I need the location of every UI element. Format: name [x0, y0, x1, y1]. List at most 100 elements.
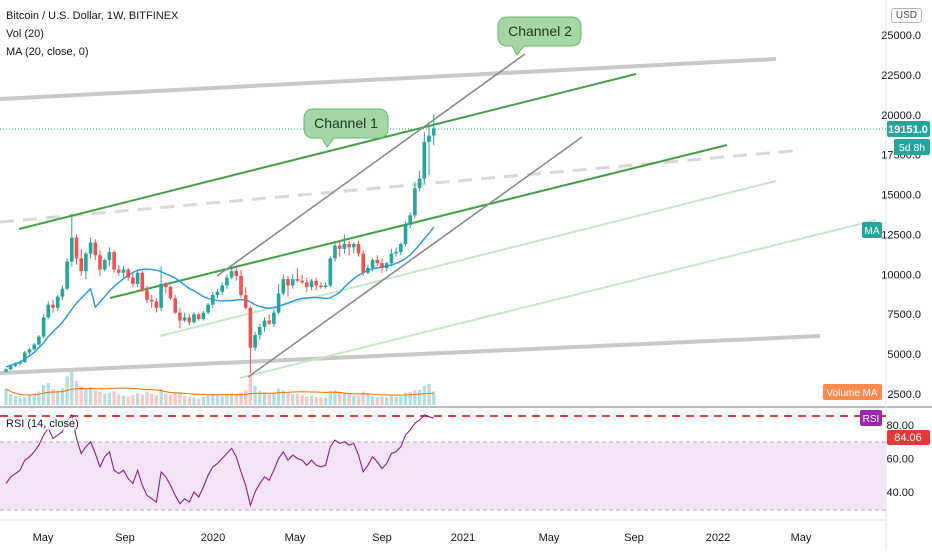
volume-bar: [103, 393, 107, 405]
volume-bar: [150, 393, 154, 405]
candle-body: [4, 369, 8, 372]
candle-body: [342, 244, 347, 249]
candle-body: [229, 271, 234, 278]
volume-bar: [408, 392, 412, 405]
rsi-name-badge: RSI: [860, 410, 882, 426]
vol-legend[interactable]: Vol (20): [6, 28, 44, 40]
candle-body: [276, 293, 281, 313]
currency-button[interactable]: USD: [890, 8, 922, 23]
candle-body: [13, 363, 18, 367]
volume-bar: [403, 392, 408, 405]
candle: [168, 285, 173, 300]
volume-bar: [18, 398, 22, 405]
volume-bar: [319, 397, 323, 405]
price-badge-value: 19151.0: [888, 124, 928, 136]
candle-body: [84, 253, 88, 272]
candle-body: [70, 237, 74, 262]
candle: [88, 237, 93, 259]
candle: [220, 282, 224, 296]
volume-bar: [324, 397, 328, 405]
candle: [102, 258, 107, 272]
price-tick-label: 12500.0: [881, 229, 921, 241]
candle-body: [370, 259, 375, 268]
candle: [300, 274, 304, 284]
rsi-tick-label: 40.00: [886, 487, 914, 499]
candle: [347, 240, 351, 256]
volume-bar: [60, 388, 64, 405]
candle-body: [112, 251, 116, 270]
rsi-name-badge-label: RSI: [863, 414, 880, 425]
volume-bar: [173, 393, 177, 405]
volume-bar: [281, 390, 285, 405]
candle: [159, 266, 163, 312]
volume-bar: [107, 392, 111, 405]
candle: [337, 240, 342, 257]
volume-bar: [272, 392, 276, 405]
candle: [187, 314, 192, 326]
time-tick-label: May: [285, 532, 306, 544]
candle-body: [286, 279, 290, 286]
candle: [408, 212, 412, 229]
candle-body: [305, 282, 309, 288]
volume-bar: [164, 393, 168, 405]
candle-body: [239, 275, 243, 296]
candle: [84, 251, 88, 280]
candle-body: [131, 277, 135, 284]
price-tick-label: 7500.0: [887, 309, 921, 321]
volume-bar: [342, 392, 346, 405]
candle: [93, 239, 98, 260]
volume-bar: [206, 395, 210, 405]
countdown-badge-value: 5d 8h: [899, 142, 925, 154]
candle: [380, 258, 384, 273]
time-tick-label: Sep: [115, 532, 135, 544]
candle: [399, 242, 403, 256]
chart-title: Bitcoin / U.S. Dollar, 1W, BITFINEX: [6, 10, 179, 22]
candle: [342, 234, 347, 254]
candle: [149, 295, 154, 308]
price-tick-label: 20000.0: [881, 110, 921, 122]
volume-bar: [244, 390, 248, 405]
rsi-pane: [0, 413, 886, 511]
volume-bar: [13, 396, 17, 405]
ma-legend[interactable]: MA (20, close, 0): [6, 46, 89, 58]
candle-body: [60, 288, 65, 297]
candle-body: [145, 290, 149, 300]
candle-body: [41, 317, 46, 337]
candle: [309, 279, 314, 291]
candle-body: [178, 312, 182, 321]
candle: [211, 291, 215, 308]
volume-bar: [4, 388, 8, 405]
volume-bar: [32, 393, 36, 405]
rsi-legend[interactable]: RSI (14, close): [6, 418, 79, 430]
candle: [32, 342, 36, 351]
candle: [413, 181, 417, 219]
volume-bar: [427, 383, 431, 405]
candle: [319, 282, 323, 289]
volume-bar: [51, 389, 55, 405]
candle: [215, 288, 220, 299]
candle-body: [51, 304, 55, 308]
candle: [140, 271, 145, 292]
candle-body: [422, 141, 427, 179]
volume-bar: [183, 396, 187, 405]
volume-ma-badge: Volume MA: [823, 384, 882, 400]
candle: [328, 256, 333, 288]
time-tick-label: Sep: [624, 532, 644, 544]
volume-bar: [42, 385, 46, 405]
callout-channel2[interactable]: Channel 2: [497, 16, 582, 56]
callout-channel1[interactable]: Channel 1: [303, 108, 389, 148]
volume-bar: [295, 394, 299, 405]
volume-bar: [267, 393, 271, 405]
rsi-value-badge-label: 84.06: [894, 432, 922, 444]
candle: [281, 274, 286, 296]
candle: [51, 299, 55, 313]
candle-body: [220, 285, 224, 292]
volume-bar: [121, 395, 126, 405]
time-tick-label: May: [33, 532, 54, 544]
candle-body: [248, 307, 253, 348]
candle: [295, 267, 300, 283]
candle-body: [74, 237, 79, 259]
candle: [46, 301, 51, 320]
candle-body: [159, 283, 163, 308]
